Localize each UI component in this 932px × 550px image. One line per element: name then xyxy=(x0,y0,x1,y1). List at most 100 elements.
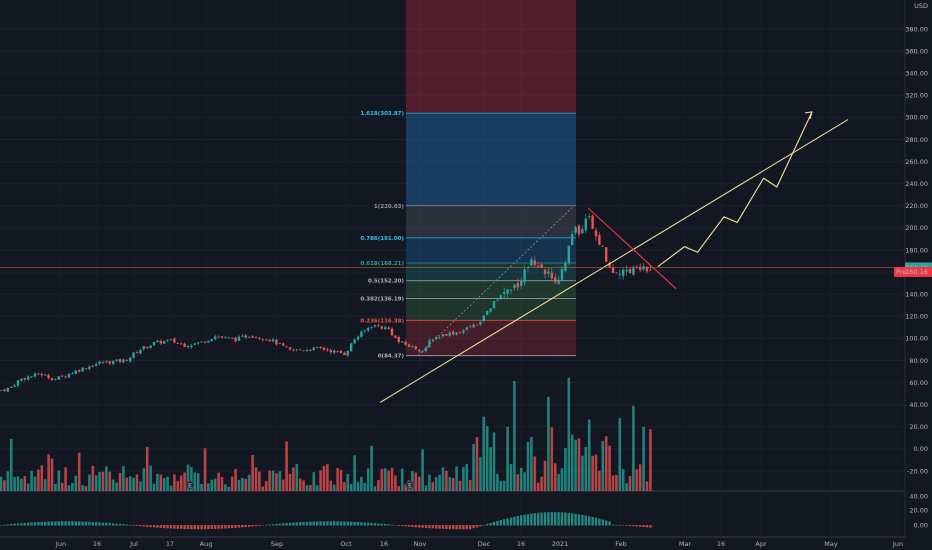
osc-bar xyxy=(244,525,247,528)
downtrend-line xyxy=(587,207,677,290)
osc-bar xyxy=(448,525,451,530)
candle-body xyxy=(78,370,81,372)
osc-bar xyxy=(421,525,424,528)
volume-bar xyxy=(166,476,169,491)
osc-bar xyxy=(122,524,125,526)
volume-bar xyxy=(179,475,183,491)
volume-bar xyxy=(560,468,564,491)
volume-bar xyxy=(621,469,625,491)
time-tick: Jun xyxy=(892,540,903,548)
volume-bar xyxy=(468,480,472,491)
osc-bar xyxy=(598,518,601,526)
candle-body xyxy=(251,336,254,338)
volume-bar xyxy=(509,463,513,491)
volume-bar xyxy=(220,477,224,491)
osc-bar xyxy=(135,525,139,526)
volume-bar xyxy=(482,416,486,491)
volume-bar xyxy=(207,483,210,491)
volume-bar xyxy=(598,470,601,491)
time-tick: Apr xyxy=(755,540,767,548)
candle-body xyxy=(611,267,615,273)
osc-bar xyxy=(67,521,71,526)
candle-body xyxy=(326,349,329,351)
volume-bar xyxy=(339,469,343,491)
volume-bar xyxy=(336,468,339,491)
candle-body xyxy=(598,235,601,245)
osc-bar xyxy=(533,513,536,526)
osc-bar xyxy=(387,524,390,526)
candle-body xyxy=(220,336,224,338)
candle-body xyxy=(346,351,349,356)
osc-bar xyxy=(166,525,169,529)
candles[interactable] xyxy=(0,213,652,393)
fib-label: 0.618(168.21) xyxy=(360,261,404,267)
osc-bar xyxy=(139,525,142,527)
osc-bar xyxy=(373,523,377,526)
osc-bar xyxy=(482,524,485,526)
candle-body xyxy=(479,321,482,325)
fib-labels: 1.618(303.87) 1(220.03) 0.786(191.00) 0.618… xyxy=(360,111,404,360)
osc-bar xyxy=(390,524,394,526)
osc-bar xyxy=(180,525,183,529)
volume-bar xyxy=(71,482,74,491)
osc-bar xyxy=(305,521,309,526)
volume-bar xyxy=(383,468,387,491)
osc-bar xyxy=(601,519,604,526)
volume-bar xyxy=(60,482,64,491)
candle-body xyxy=(588,216,591,218)
osc-bar xyxy=(469,525,472,530)
volume-bar xyxy=(394,475,397,491)
volume-bar xyxy=(115,482,118,491)
volume-bar xyxy=(502,480,506,491)
volume-bar xyxy=(462,467,465,491)
volume-bar xyxy=(360,477,363,491)
candle-body xyxy=(319,346,322,348)
osc-bar xyxy=(268,524,271,526)
osc-bar xyxy=(438,525,441,529)
osc-bar xyxy=(101,522,105,526)
candle-body xyxy=(152,342,156,346)
candle-body xyxy=(489,308,492,312)
candle-body xyxy=(33,373,37,377)
volume-bar xyxy=(417,476,421,491)
candle-body xyxy=(380,326,383,329)
volume-bar xyxy=(251,454,254,491)
candle-body xyxy=(543,269,547,274)
volume-bar xyxy=(67,485,71,491)
osc-bar xyxy=(472,525,475,529)
osc-bar xyxy=(50,521,54,526)
volume-bar xyxy=(244,478,248,491)
candle-body xyxy=(105,361,108,363)
candle-body xyxy=(615,272,618,274)
osc-bar xyxy=(278,523,281,526)
candle-body xyxy=(166,339,169,341)
price-axis: 380.00 360.00 340.00 320.00 300.00 280.00 260.… xyxy=(894,0,932,550)
candle-body xyxy=(132,352,135,358)
volume-bar xyxy=(635,469,639,491)
volume-bar xyxy=(40,465,44,491)
fib-zone-1618 xyxy=(406,113,576,206)
drawings[interactable] xyxy=(0,111,905,403)
volume-bar xyxy=(101,471,105,491)
osc-bar xyxy=(20,523,23,526)
candle-body xyxy=(227,337,230,339)
candle-body xyxy=(397,337,400,343)
candle-body xyxy=(122,359,125,363)
candle-body xyxy=(462,330,465,333)
candle-body xyxy=(339,351,343,354)
volume-bar xyxy=(0,476,3,491)
osc-bar xyxy=(115,523,118,526)
candle-body xyxy=(265,339,268,341)
time-tick: Feb xyxy=(615,540,627,548)
osc-bar xyxy=(479,525,482,527)
earnings-marker xyxy=(405,480,415,490)
osc-bar xyxy=(220,525,224,529)
volume-bar xyxy=(213,478,217,491)
osc-bar xyxy=(299,522,302,526)
volume-bar xyxy=(319,470,322,491)
price-tick: 40.00 xyxy=(909,401,928,409)
osc-bar xyxy=(594,517,598,526)
volume-bar xyxy=(642,426,645,491)
